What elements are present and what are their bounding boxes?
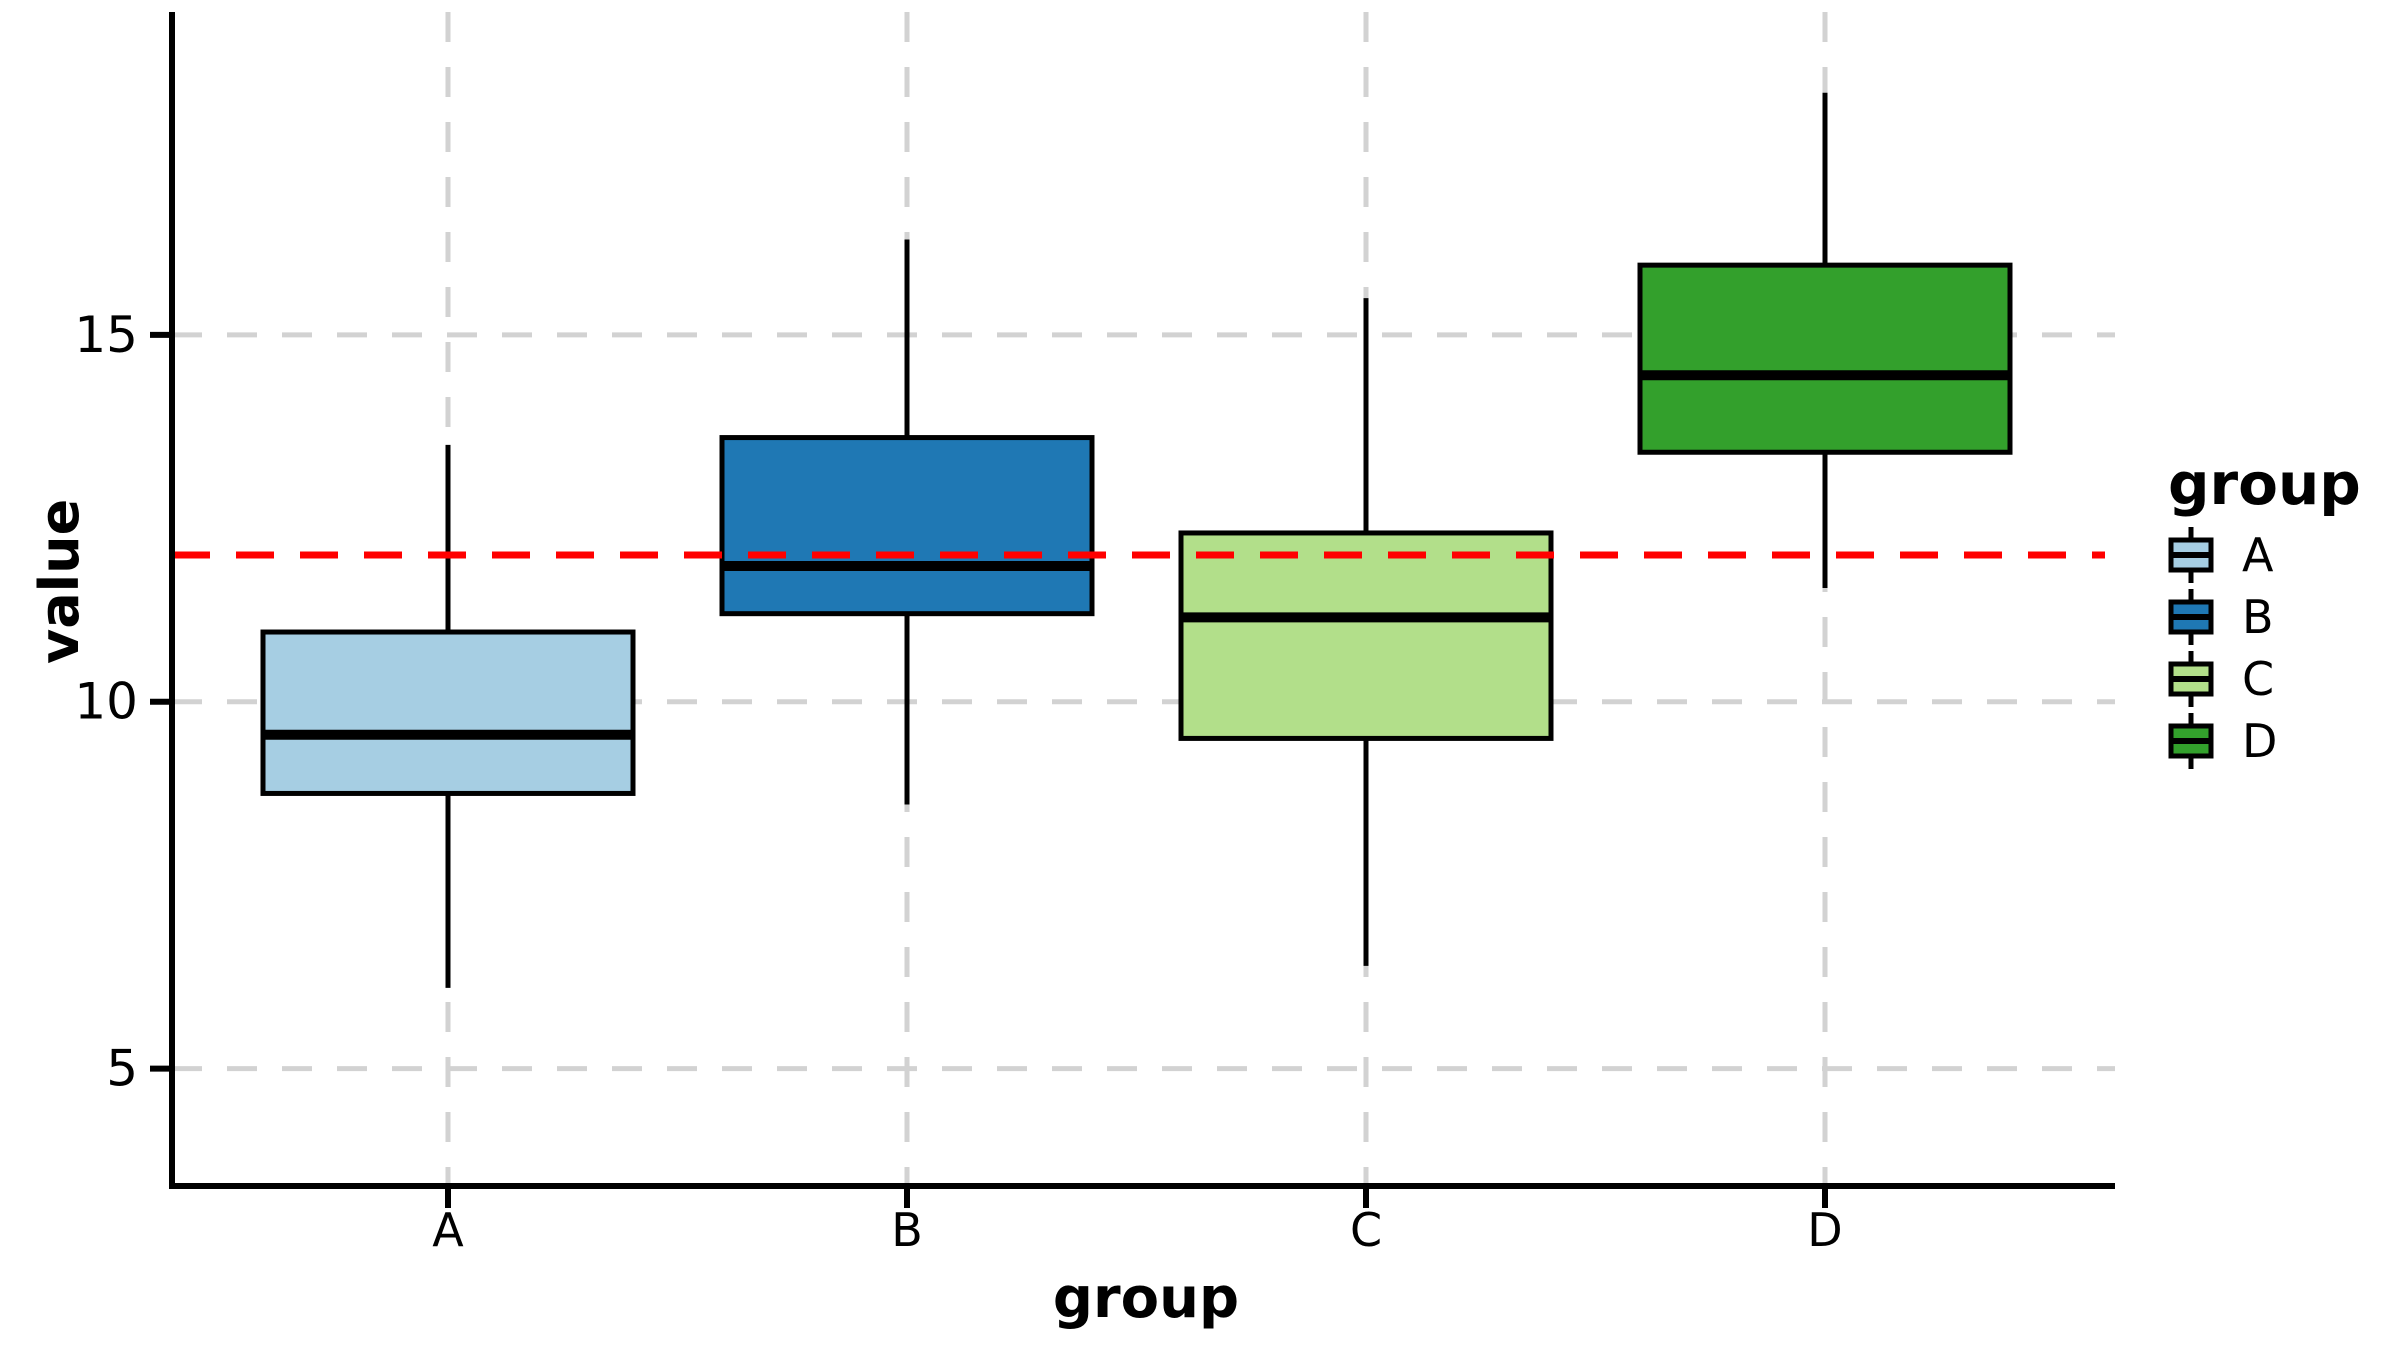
box-group-C: [1178, 298, 1554, 966]
box-group-A: [260, 444, 636, 988]
y-tick-label: 5: [106, 1040, 138, 1098]
legend-label: B: [2242, 590, 2274, 644]
boxplot-key-icon: [2168, 713, 2214, 769]
x-tick-label: A: [432, 1203, 464, 1257]
box-A: [260, 629, 636, 796]
legend-label: C: [2242, 652, 2275, 706]
x-tick-label: D: [1807, 1203, 1842, 1257]
box-B: [719, 435, 1095, 617]
boxplot-key-icon: [2168, 527, 2214, 583]
legend: group A B: [2168, 452, 2361, 772]
boxplot-key-icon: [2168, 589, 2214, 645]
legend-label: D: [2242, 714, 2278, 768]
y-axis-title: value: [28, 498, 91, 664]
y-tick-label: 10: [74, 673, 138, 731]
legend-item-c: C: [2168, 648, 2361, 710]
x-tick-label: C: [1350, 1203, 1382, 1257]
box-C: [1178, 530, 1554, 741]
legend-title: group: [2168, 450, 2361, 518]
box-group-D: [1637, 92, 2013, 588]
box-D: [1637, 262, 2013, 455]
legend-item-a: A: [2168, 524, 2361, 586]
x-axis-title: group: [1052, 1266, 1240, 1331]
box-group-B: [719, 239, 1095, 805]
boxplot-key-icon: [2168, 651, 2214, 707]
legend-item-d: D: [2168, 710, 2361, 772]
x-tick-label: B: [891, 1203, 923, 1257]
legend-item-b: B: [2168, 586, 2361, 648]
y-tick-label: 15: [74, 306, 138, 364]
legend-label: A: [2242, 528, 2274, 582]
